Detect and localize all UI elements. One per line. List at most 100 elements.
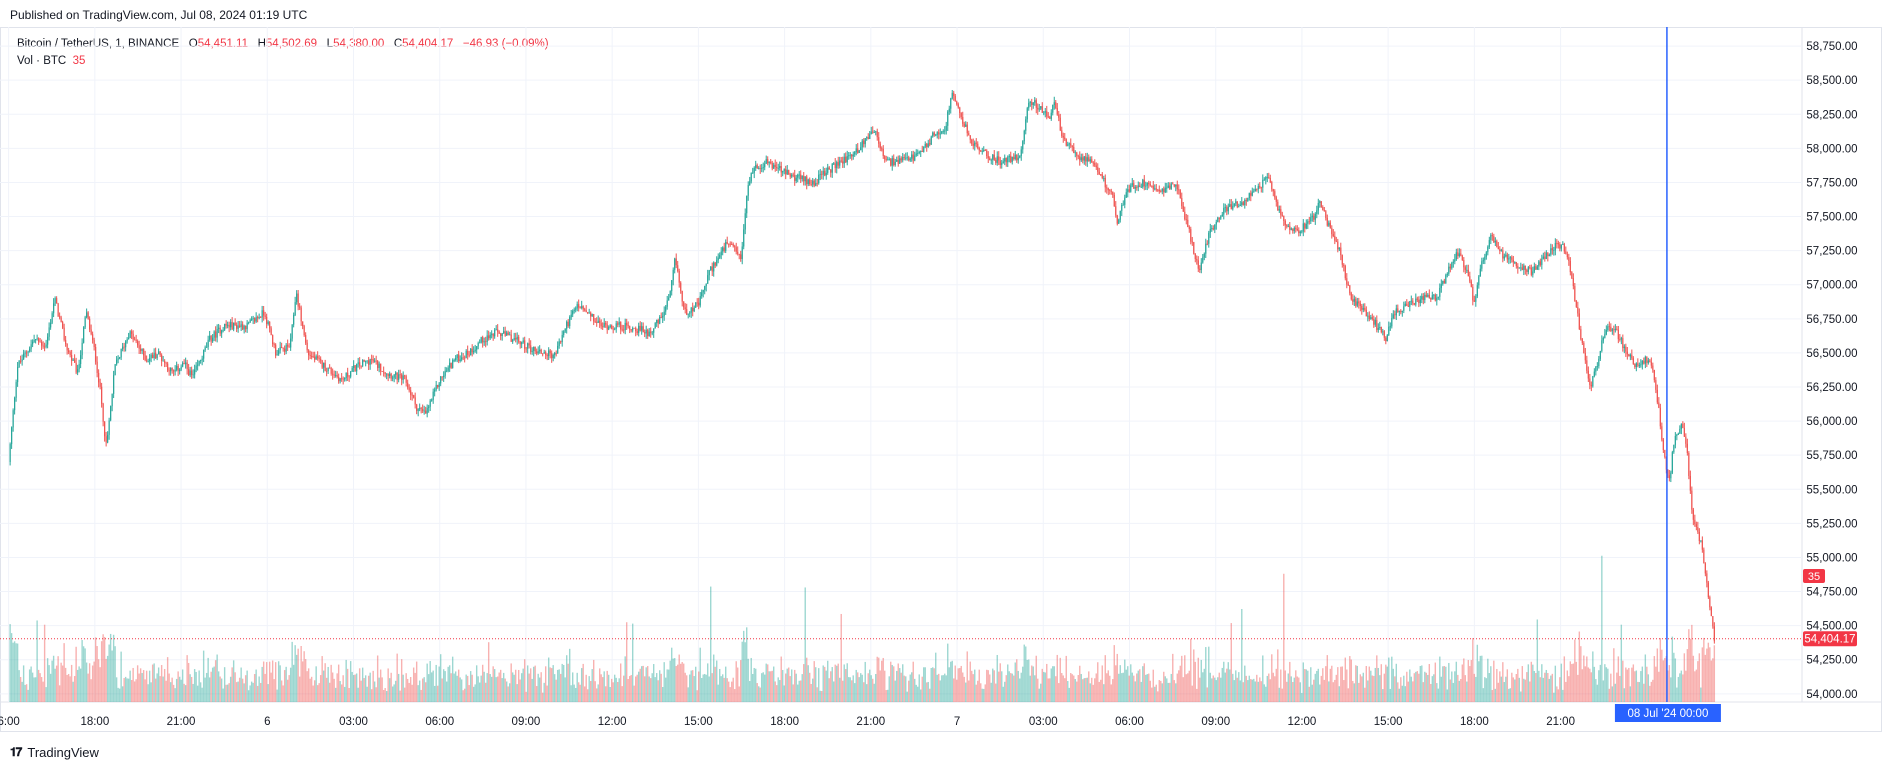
volume-bar: [1497, 682, 1500, 702]
volume-bar: [821, 691, 823, 702]
candle-body: [1167, 185, 1169, 188]
candle-body: [1052, 104, 1054, 113]
candle-body: [864, 138, 866, 145]
last-price-badge: [1803, 631, 1857, 647]
volume-bar: [1094, 678, 1096, 702]
time-tick-label: 18:00: [80, 716, 109, 728]
volume-bar: [840, 613, 842, 702]
volume-bar: [942, 675, 944, 702]
candle-body: [635, 327, 637, 332]
candle-body: [207, 339, 209, 347]
candle-body: [752, 172, 754, 174]
volume-bar: [447, 666, 449, 702]
time-axis[interactable]: 6:00 18:00 21:00 6 03:00 06:00 09:00 12:00 15:00…: [0, 704, 1721, 728]
candle-body: [1046, 111, 1048, 117]
volume-bar: [1499, 671, 1501, 702]
volume-bar: [1208, 646, 1210, 702]
volume-bar: [948, 667, 950, 702]
volume-bar: [1244, 665, 1246, 702]
legend-symbol[interactable]: Bitcoin / TetherUS, 1, BINANCE: [17, 38, 180, 50]
volume-bar: [1403, 675, 1405, 702]
volume-bar: [271, 660, 274, 702]
volume-bar: [860, 673, 862, 702]
volume-bar: [1563, 656, 1566, 702]
volume-bar: [324, 663, 326, 702]
candle-body: [78, 364, 80, 370]
volume-bar: [234, 672, 236, 702]
volume-bar: [190, 676, 193, 702]
candle-body: [126, 339, 128, 342]
volume-bar: [746, 627, 748, 702]
volume-bar: [40, 677, 43, 702]
candle-body: [1350, 293, 1352, 300]
volume-bar: [495, 677, 497, 702]
candle-body: [633, 327, 635, 329]
volume-bar: [72, 681, 74, 702]
volume-bar: [438, 666, 440, 702]
volume-bar: [418, 680, 421, 702]
candle-body: [492, 333, 494, 337]
volume-bar: [1121, 673, 1123, 702]
candle-body: [68, 350, 70, 353]
volume-bar: [183, 683, 185, 702]
volume-bar: [1284, 670, 1286, 702]
volume-bar: [779, 680, 781, 702]
volume-bar: [1142, 666, 1144, 702]
footer-brand[interactable]: 𝟏𝟕 TradingView: [10, 745, 99, 760]
candle-body: [192, 374, 194, 376]
volume-bar: [547, 657, 550, 702]
candle-body: [1509, 257, 1511, 259]
volume-bar: [1070, 673, 1072, 702]
candle-body: [1224, 207, 1226, 209]
candle-body: [1550, 248, 1552, 255]
volume-bar: [120, 651, 122, 702]
candle-body: [1310, 217, 1312, 222]
volume-bar: [645, 667, 647, 702]
candle-body: [738, 253, 740, 255]
candle-body: [269, 321, 271, 329]
volume-bar: [415, 661, 418, 702]
candle-body: [362, 360, 364, 366]
candle-body: [1217, 217, 1219, 222]
volume-bar: [873, 683, 875, 702]
volume-bar: [722, 674, 724, 702]
last-price-label: 54,404.17: [1804, 634, 1855, 646]
price-axis[interactable]: 54,000.0054,250.0054,500.0054,750.0055,0…: [1803, 41, 1858, 701]
candle-body: [239, 325, 241, 327]
volume-bar: [375, 687, 377, 702]
candle-body: [761, 168, 763, 169]
candle-body: [834, 163, 836, 169]
volume-bar: [632, 623, 634, 702]
price-chart[interactable]: 54,000.0054,250.0054,500.0054,750.0055,0…: [0, 27, 1882, 732]
candle-body: [209, 335, 211, 340]
volume-bar: [232, 660, 235, 702]
legend-volume-label[interactable]: Vol · BTC: [17, 55, 67, 67]
candle-body: [350, 371, 352, 377]
candle-body: [1020, 149, 1022, 156]
candle-body: [944, 130, 946, 132]
candle-body: [1689, 475, 1691, 491]
volume-bar: [1100, 679, 1102, 702]
volume-bar: [1641, 666, 1644, 702]
candle-body: [179, 369, 181, 372]
candle-body: [1299, 231, 1301, 234]
candle-body: [1160, 191, 1162, 193]
volume-bar: [30, 666, 32, 702]
candle-body: [668, 297, 670, 301]
volume-bar: [1352, 680, 1354, 702]
candle-body: [641, 326, 643, 331]
candle-body: [920, 150, 922, 152]
candle-body: [1608, 326, 1610, 328]
volume-bar: [21, 681, 23, 702]
candle-body: [1298, 230, 1300, 234]
volume-bar: [213, 666, 215, 702]
volume-bar: [1202, 672, 1204, 702]
volume-bar: [1698, 653, 1701, 702]
candle-body: [1143, 179, 1145, 187]
volume-bar: [1230, 623, 1232, 702]
volume-bar: [1076, 681, 1078, 702]
volume-bar: [25, 684, 28, 702]
volume-bar: [755, 668, 757, 702]
volume-bar: [1604, 664, 1606, 702]
volume-bar: [103, 636, 106, 702]
